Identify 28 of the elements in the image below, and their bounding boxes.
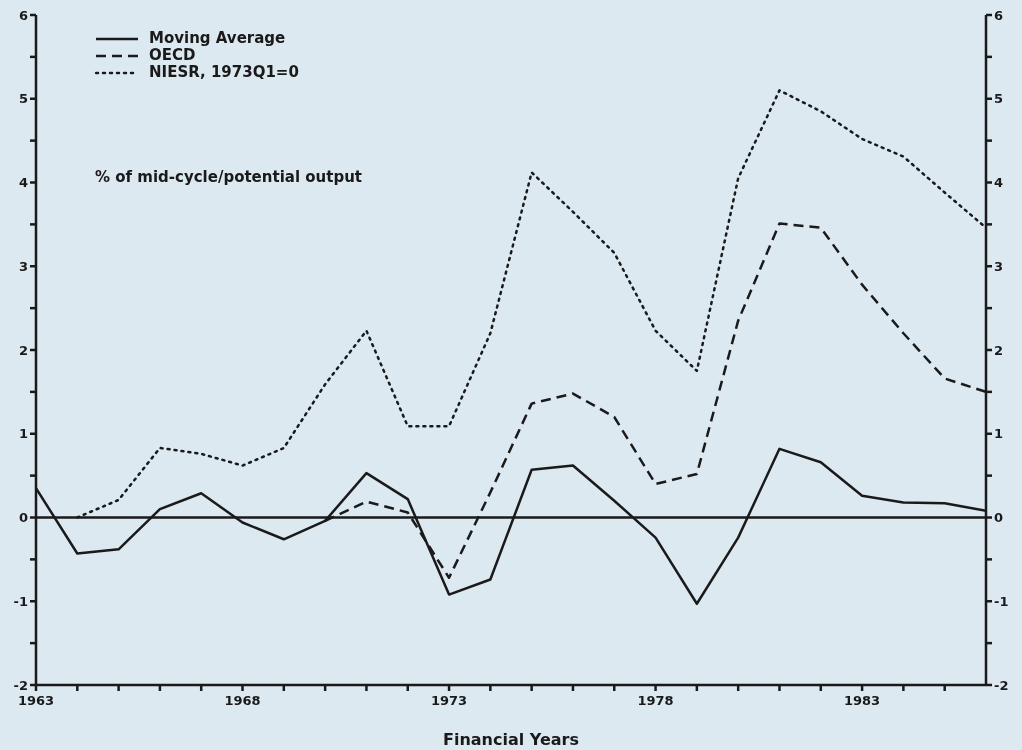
y-tick-label: -2 (13, 677, 28, 693)
y-tick-label: 6 (18, 7, 28, 23)
y-tick-label: 0 (18, 510, 28, 526)
x-tick-label: 1973 (430, 693, 468, 708)
y2-tick-label: 3 (994, 258, 1004, 274)
y-tick-label: 4 (18, 175, 28, 191)
y2-tick-label: 4 (994, 175, 1004, 191)
y2-tick-label: -1 (994, 593, 1009, 609)
x-tick-label: 1978 (637, 693, 674, 708)
x-axis-title: Financial Years (443, 730, 579, 749)
y-tick-label: 2 (18, 342, 28, 358)
y-axis-title: % of mid-cycle/potential output (95, 168, 362, 186)
y-tick-label: 5 (18, 91, 28, 107)
y2-tick-label: -2 (994, 677, 1009, 693)
x-tick-label: 1963 (17, 693, 55, 708)
legend-label: NIESR, 1973Q1=0 (149, 63, 299, 81)
y2-tick-label: 2 (994, 342, 1004, 358)
y-tick-label: -1 (13, 593, 28, 609)
x-tick-label: 1968 (224, 693, 261, 708)
y2-tick-label: 5 (994, 91, 1004, 107)
y2-tick-label: 6 (994, 7, 1004, 23)
y2-tick-label: 1 (994, 426, 1004, 442)
y2-tick-label: 0 (994, 510, 1004, 526)
legend-label: Moving Average (149, 29, 286, 47)
y-tick-label: 1 (18, 426, 28, 442)
legend-label: OECD (149, 46, 196, 64)
y-tick-label: 3 (18, 258, 28, 274)
x-tick-label: 1983 (843, 693, 881, 708)
